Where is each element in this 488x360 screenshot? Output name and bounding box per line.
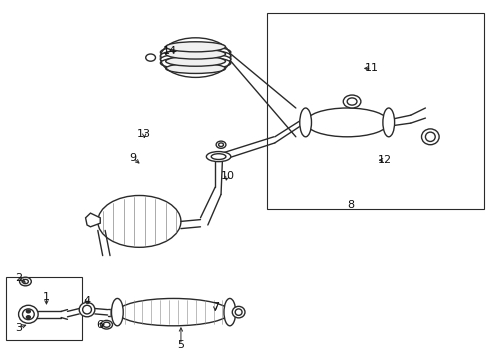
Ellipse shape bbox=[145, 54, 155, 61]
Text: 11: 11 bbox=[364, 63, 378, 73]
Ellipse shape bbox=[79, 302, 95, 317]
Ellipse shape bbox=[211, 154, 225, 159]
Ellipse shape bbox=[206, 152, 230, 162]
Ellipse shape bbox=[165, 56, 225, 66]
Ellipse shape bbox=[224, 298, 235, 326]
Ellipse shape bbox=[425, 132, 434, 141]
Text: 12: 12 bbox=[378, 155, 391, 165]
Text: 7: 7 bbox=[211, 302, 218, 312]
Text: 9: 9 bbox=[129, 153, 136, 163]
Ellipse shape bbox=[160, 49, 230, 62]
Ellipse shape bbox=[218, 143, 223, 147]
Ellipse shape bbox=[82, 305, 91, 314]
Text: 14: 14 bbox=[163, 46, 177, 56]
Text: 1: 1 bbox=[43, 292, 50, 302]
Ellipse shape bbox=[111, 298, 123, 326]
Text: 6: 6 bbox=[97, 320, 103, 330]
Ellipse shape bbox=[19, 305, 38, 323]
Ellipse shape bbox=[216, 141, 225, 148]
Ellipse shape bbox=[103, 322, 110, 327]
Ellipse shape bbox=[421, 129, 438, 145]
Ellipse shape bbox=[346, 98, 356, 105]
Ellipse shape bbox=[382, 108, 394, 137]
Ellipse shape bbox=[26, 310, 30, 313]
Ellipse shape bbox=[165, 49, 225, 59]
Ellipse shape bbox=[117, 298, 229, 326]
Text: 8: 8 bbox=[347, 200, 354, 210]
Polygon shape bbox=[85, 213, 100, 227]
Ellipse shape bbox=[22, 279, 28, 284]
Ellipse shape bbox=[26, 316, 30, 319]
Ellipse shape bbox=[160, 53, 230, 66]
Text: 2: 2 bbox=[15, 273, 22, 283]
Ellipse shape bbox=[165, 42, 225, 52]
Text: 5: 5 bbox=[177, 340, 184, 350]
Ellipse shape bbox=[305, 108, 388, 137]
Text: 10: 10 bbox=[220, 171, 234, 181]
Text: 4: 4 bbox=[83, 296, 90, 306]
Bar bbox=[266, 13, 483, 209]
Polygon shape bbox=[29, 308, 37, 321]
Bar bbox=[6, 277, 81, 340]
Ellipse shape bbox=[101, 320, 112, 329]
Ellipse shape bbox=[232, 306, 244, 318]
Ellipse shape bbox=[160, 57, 230, 69]
Ellipse shape bbox=[165, 63, 225, 73]
Ellipse shape bbox=[20, 277, 31, 286]
Text: 3: 3 bbox=[15, 323, 22, 333]
Ellipse shape bbox=[235, 309, 242, 315]
Ellipse shape bbox=[22, 309, 34, 320]
Ellipse shape bbox=[299, 108, 311, 137]
Text: 13: 13 bbox=[137, 129, 151, 139]
Ellipse shape bbox=[98, 195, 181, 247]
Ellipse shape bbox=[160, 46, 230, 59]
Ellipse shape bbox=[343, 95, 360, 108]
